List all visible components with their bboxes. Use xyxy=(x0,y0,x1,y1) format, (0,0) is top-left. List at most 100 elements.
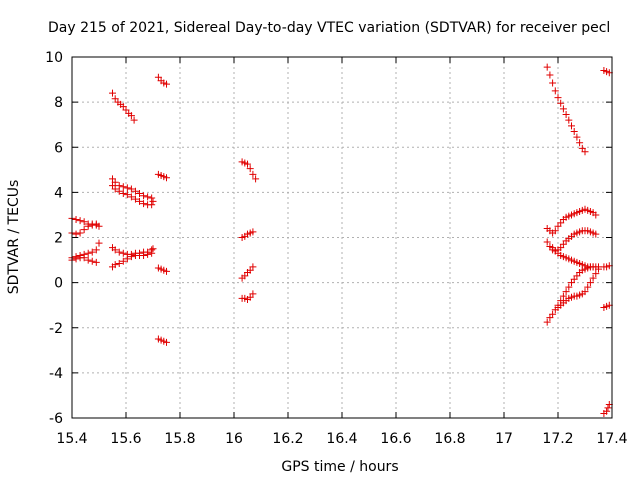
data-point xyxy=(127,253,135,261)
data-point xyxy=(551,87,559,95)
data-point xyxy=(148,201,156,209)
data-point xyxy=(127,185,135,193)
data-point xyxy=(76,229,84,237)
series-arc-f3 xyxy=(600,301,613,311)
data-point xyxy=(80,226,88,234)
x-tick-label: 16 xyxy=(225,431,243,447)
x-tick-labels: 15.4 15.6 15.8 16 16.2 16.4 16.6 16.8 17 17.2 17.4 xyxy=(56,431,627,447)
data-point xyxy=(149,245,157,253)
series-arc-c4 xyxy=(154,335,170,346)
series-arc-e2 xyxy=(543,205,600,237)
data-point xyxy=(163,267,170,275)
series-arc-f4 xyxy=(600,400,613,417)
data-point xyxy=(84,249,92,257)
series-arc-b5 xyxy=(109,249,156,271)
data-point xyxy=(136,197,143,205)
data-point xyxy=(249,290,257,298)
data-point xyxy=(115,248,123,256)
data-point xyxy=(148,194,156,202)
data-point xyxy=(115,187,123,195)
y-tick-label: 0 xyxy=(54,276,63,292)
data-point xyxy=(84,222,92,230)
data-point xyxy=(559,292,567,300)
chart-title: Day 215 of 2021, Sidereal Day-to-day VTE… xyxy=(48,20,610,36)
series-arc-b2 xyxy=(109,175,157,205)
x-axis-title: GPS time / hours xyxy=(281,459,398,475)
data-point xyxy=(72,255,80,263)
data-point xyxy=(604,404,612,412)
series-arc-e6 xyxy=(554,265,602,311)
x-tick-label: 16.2 xyxy=(272,431,303,447)
data-point xyxy=(115,259,123,267)
data-point xyxy=(111,261,119,269)
data-point xyxy=(163,338,170,346)
data-point xyxy=(80,218,88,226)
x-tick-label: 17.4 xyxy=(596,431,627,447)
x-tick-label: 16.8 xyxy=(434,431,465,447)
y-tick-label: 6 xyxy=(54,140,63,156)
data-point xyxy=(546,71,554,79)
data-point xyxy=(565,283,573,291)
series-arc-d2 xyxy=(238,228,257,241)
y-tick-label: -6 xyxy=(49,411,63,427)
series-arc-e5 xyxy=(543,263,597,326)
data-point xyxy=(244,160,251,168)
data-point xyxy=(592,211,600,219)
data-point xyxy=(144,193,152,201)
data-point xyxy=(557,99,565,107)
grid xyxy=(72,57,612,418)
y-tick-label: 8 xyxy=(54,95,63,111)
data-point xyxy=(589,263,597,271)
data-point xyxy=(592,270,600,278)
data-point xyxy=(119,183,127,191)
data-point xyxy=(549,310,557,318)
series-arc-a1 xyxy=(68,214,103,230)
data-point xyxy=(249,228,257,236)
data-point xyxy=(543,63,551,71)
data-point xyxy=(95,239,103,247)
series-arc-a4 xyxy=(68,254,100,266)
data-point xyxy=(111,185,119,193)
data-point xyxy=(573,133,581,141)
data-points xyxy=(68,63,613,417)
data-point xyxy=(543,318,551,326)
data-point xyxy=(554,94,562,102)
data-point xyxy=(111,246,119,254)
y-axis-title: SDTVAR / TECUs xyxy=(6,180,22,295)
data-point xyxy=(589,274,597,282)
data-point xyxy=(581,148,589,156)
data-point xyxy=(88,221,96,229)
data-point xyxy=(92,246,100,254)
data-point xyxy=(92,258,100,266)
data-point xyxy=(568,122,575,130)
data-point xyxy=(130,116,138,124)
series-arc-c1 xyxy=(154,73,170,88)
data-point xyxy=(109,89,116,97)
data-point xyxy=(119,257,127,265)
data-point xyxy=(127,112,135,120)
series-arc-c2 xyxy=(154,170,170,182)
data-point xyxy=(592,230,600,238)
data-point xyxy=(249,170,257,178)
data-point xyxy=(119,190,127,198)
data-point xyxy=(123,184,131,192)
x-tick-label: 17 xyxy=(495,431,513,447)
y-tick-label: 10 xyxy=(45,50,63,66)
data-point xyxy=(123,191,131,199)
data-point xyxy=(603,407,611,415)
data-point xyxy=(140,252,148,260)
data-point xyxy=(246,165,254,173)
data-point xyxy=(72,215,80,223)
data-point xyxy=(562,288,570,296)
data-point xyxy=(584,283,592,291)
data-point xyxy=(570,127,578,135)
data-point xyxy=(581,288,589,296)
series-arc-f1 xyxy=(600,67,613,77)
series-arc-b3 xyxy=(109,182,156,209)
data-point xyxy=(144,250,152,258)
y-tick-label: 4 xyxy=(54,185,63,201)
x-tick-label: 16.4 xyxy=(326,431,357,447)
data-point xyxy=(140,192,148,200)
data-point xyxy=(595,265,602,273)
